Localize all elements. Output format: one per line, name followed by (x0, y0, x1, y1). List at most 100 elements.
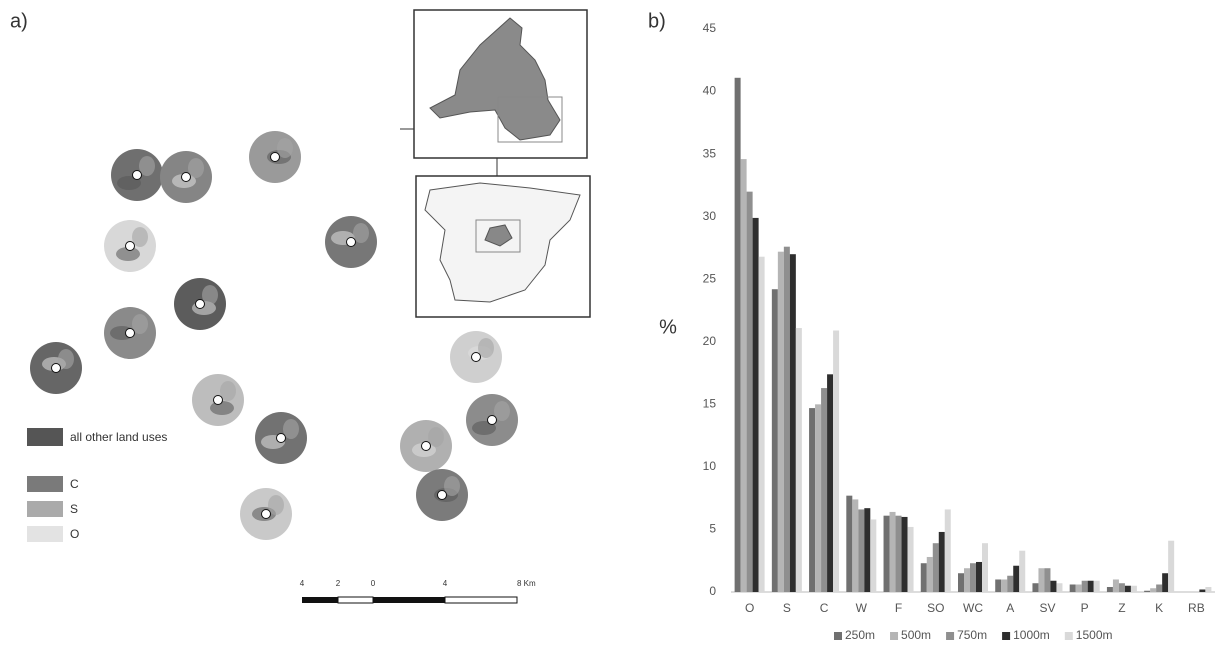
bar (821, 388, 827, 592)
bar (815, 404, 821, 592)
bar (921, 563, 927, 592)
legend-label: C (70, 477, 79, 491)
bar (1082, 581, 1088, 592)
x-tick-label: O (745, 601, 754, 615)
scale-label: 8 Km (517, 579, 536, 588)
scale-bar (373, 597, 445, 603)
site-point (347, 238, 356, 247)
scale-label: 4 (300, 579, 305, 588)
bar (1131, 586, 1137, 592)
bar (1001, 579, 1007, 592)
x-tick-label: Z (1118, 601, 1125, 615)
legend-label: 1500m (1076, 628, 1113, 642)
bar (1119, 583, 1125, 592)
x-tick-label: RB (1188, 601, 1205, 615)
legend-label: O (70, 527, 79, 541)
y-tick-label: 25 (703, 271, 717, 285)
bar (741, 159, 747, 592)
bar (790, 254, 796, 592)
bar (976, 562, 982, 592)
legend-label: 500m (901, 628, 931, 642)
site-point (52, 364, 61, 373)
scale-label: 2 (336, 579, 341, 588)
legend-swatch (1002, 632, 1010, 640)
legend-swatch (27, 501, 63, 517)
bar (1019, 551, 1025, 592)
bar (964, 568, 970, 592)
site-point (126, 242, 135, 251)
legend-swatch (890, 632, 898, 640)
bar (1144, 591, 1150, 592)
legend-swatch (834, 632, 842, 640)
bar (784, 247, 790, 592)
bar (902, 517, 908, 592)
bar (1107, 587, 1113, 592)
bar (908, 527, 914, 592)
bar (1156, 584, 1162, 592)
bar (1094, 581, 1100, 592)
bar (858, 509, 864, 592)
bar (747, 192, 753, 592)
legend-swatch (946, 632, 954, 640)
site-point (438, 491, 447, 500)
bar (796, 328, 802, 592)
bar (1038, 568, 1044, 592)
x-tick-label: A (1006, 601, 1014, 615)
bar (945, 509, 951, 592)
bar (927, 557, 933, 592)
legend-swatch (27, 476, 63, 492)
legend-label: 250m (845, 628, 875, 642)
bar (1150, 588, 1156, 592)
bar (1088, 581, 1094, 592)
bar (1162, 573, 1168, 592)
y-tick-label: 5 (709, 522, 716, 536)
land-patch (210, 401, 234, 415)
bar (833, 331, 839, 592)
bar (995, 579, 1001, 592)
bar (1050, 581, 1056, 592)
bar (753, 218, 759, 592)
x-tick-label: P (1081, 601, 1089, 615)
bar (1113, 579, 1119, 592)
site-point (126, 329, 135, 338)
site-point (472, 353, 481, 362)
legend-label: 1000m (1013, 628, 1050, 642)
legend-swatch (27, 526, 63, 542)
y-tick-label: 45 (703, 21, 717, 35)
bar (1013, 566, 1019, 592)
legend-label: S (70, 502, 78, 516)
site-point (182, 173, 191, 182)
site-point (277, 434, 286, 443)
bar (846, 496, 852, 592)
site-point (196, 300, 205, 309)
y-tick-label: 30 (703, 209, 717, 223)
bar (970, 563, 976, 592)
bar (958, 573, 964, 592)
y-tick-label: 10 (703, 459, 717, 473)
bar (1044, 568, 1050, 592)
site-point (262, 510, 271, 519)
scale-bar (445, 597, 517, 603)
scale-label: 4 (443, 579, 448, 588)
x-tick-label: SO (927, 601, 944, 615)
bar (778, 252, 784, 592)
bar (809, 408, 815, 592)
figure: a) b) all other land uses C S O 4 2 0 4 … (0, 0, 1217, 647)
scale-label: 0 (371, 579, 376, 588)
site-point (422, 442, 431, 451)
bar (864, 508, 870, 592)
bar (884, 516, 890, 592)
bar (852, 499, 858, 592)
bar (1032, 583, 1038, 592)
site-point (488, 416, 497, 425)
y-tick-label: 40 (703, 84, 717, 98)
site-point (133, 171, 142, 180)
x-tick-label: C (820, 601, 829, 615)
y-tick-label: 35 (703, 146, 717, 160)
bar (1076, 584, 1082, 592)
x-tick-label: S (783, 601, 791, 615)
y-axis-label: % (659, 316, 677, 338)
scale-bar (302, 597, 338, 603)
bar (982, 543, 988, 592)
y-tick-label: 0 (709, 584, 716, 598)
